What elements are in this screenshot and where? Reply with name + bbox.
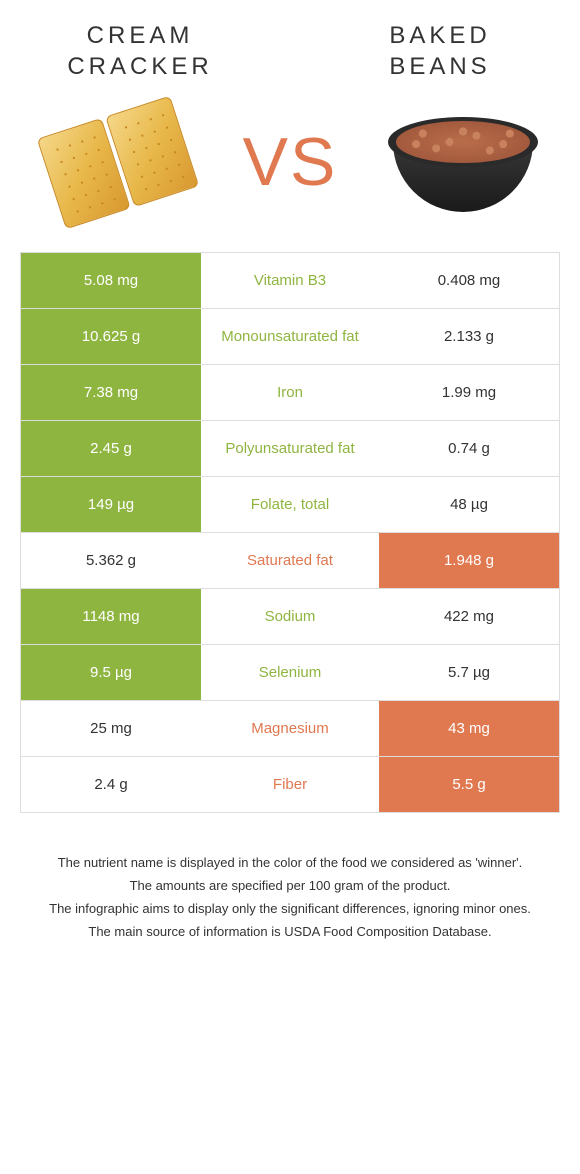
nutrient-name: Fiber — [201, 757, 379, 812]
table-row: 2.45 gPolyunsaturated fat0.74 g — [21, 420, 559, 476]
nutrient-name: Sodium — [201, 589, 379, 644]
footer-line: The infographic aims to display only the… — [30, 899, 550, 920]
right-value: 5.5 g — [379, 757, 559, 812]
nutrient-name: Selenium — [201, 645, 379, 700]
left-value: 10.625 g — [21, 309, 201, 364]
cracker-icon — [36, 96, 199, 230]
footer-notes: The nutrient name is displayed in the co… — [0, 813, 580, 964]
table-row: 10.625 gMonounsaturated fat2.133 g — [21, 308, 559, 364]
table-row: 7.38 mgIron1.99 mg — [21, 364, 559, 420]
beans-bowl-icon — [388, 107, 538, 217]
vs-row: VS — [0, 92, 580, 252]
table-row: 5.08 mgVitamin B30.408 mg — [21, 252, 559, 308]
header: CREAMCRACKER BAKEDBEANS — [0, 0, 580, 92]
left-value: 2.4 g — [21, 757, 201, 812]
right-value: 1.99 mg — [379, 365, 559, 420]
left-value: 1148 mg — [21, 589, 201, 644]
left-value: 2.45 g — [21, 421, 201, 476]
right-value: 1.948 g — [379, 533, 559, 588]
right-value: 0.74 g — [379, 421, 559, 476]
left-food-image — [40, 102, 195, 222]
right-food-title: BAKEDBEANS — [340, 20, 540, 82]
right-food-image — [385, 102, 540, 222]
left-value: 7.38 mg — [21, 365, 201, 420]
left-food-title: CREAMCRACKER — [40, 20, 240, 82]
footer-line: The nutrient name is displayed in the co… — [30, 853, 550, 874]
nutrient-name: Iron — [201, 365, 379, 420]
left-value: 5.362 g — [21, 533, 201, 588]
table-row: 9.5 µgSelenium5.7 µg — [21, 644, 559, 700]
nutrient-name: Magnesium — [201, 701, 379, 756]
table-row: 1148 mgSodium422 mg — [21, 588, 559, 644]
table-row: 2.4 gFiber5.5 g — [21, 756, 559, 812]
nutrient-table: 5.08 mgVitamin B30.408 mg10.625 gMonouns… — [20, 252, 560, 813]
vs-label: VS — [243, 123, 338, 201]
left-value: 149 µg — [21, 477, 201, 532]
table-row: 25 mgMagnesium43 mg — [21, 700, 559, 756]
nutrient-name: Monounsaturated fat — [201, 309, 379, 364]
right-value: 0.408 mg — [379, 253, 559, 308]
right-value: 48 µg — [379, 477, 559, 532]
right-value: 2.133 g — [379, 309, 559, 364]
table-row: 149 µgFolate, total48 µg — [21, 476, 559, 532]
footer-line: The main source of information is USDA F… — [30, 922, 550, 943]
nutrient-name: Folate, total — [201, 477, 379, 532]
left-value: 9.5 µg — [21, 645, 201, 700]
footer-line: The amounts are specified per 100 gram o… — [30, 876, 550, 897]
nutrient-name: Saturated fat — [201, 533, 379, 588]
left-value: 5.08 mg — [21, 253, 201, 308]
right-value: 43 mg — [379, 701, 559, 756]
nutrient-name: Polyunsaturated fat — [201, 421, 379, 476]
right-value: 5.7 µg — [379, 645, 559, 700]
table-row: 5.362 gSaturated fat1.948 g — [21, 532, 559, 588]
left-value: 25 mg — [21, 701, 201, 756]
nutrient-name: Vitamin B3 — [201, 253, 379, 308]
right-value: 422 mg — [379, 589, 559, 644]
